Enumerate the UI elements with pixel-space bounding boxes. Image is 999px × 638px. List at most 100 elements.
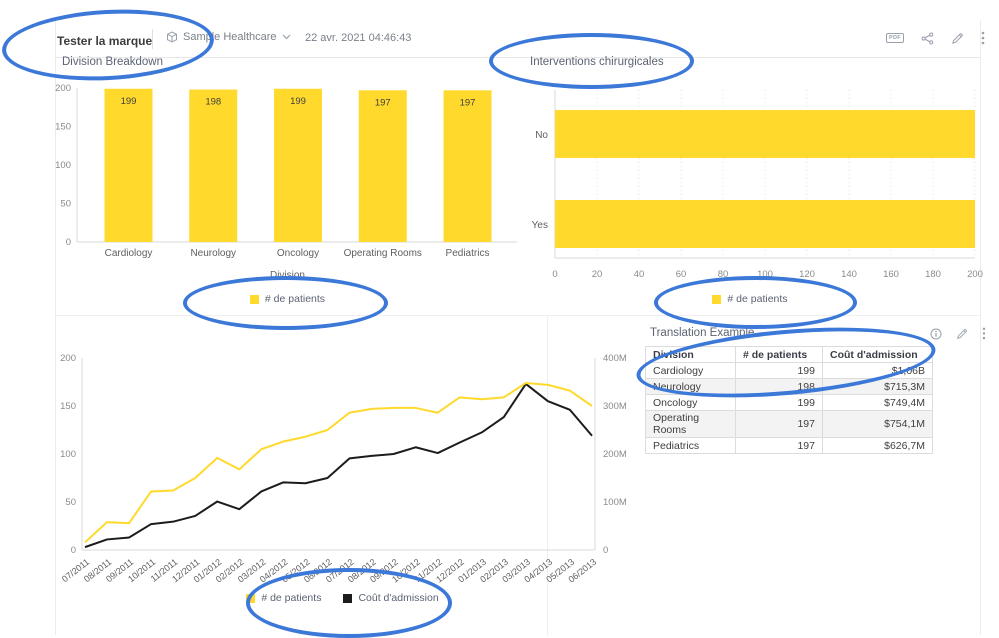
table-cell: $626,7M (822, 437, 933, 454)
timestamp-text: 22 avr. 2021 04:46:43 (305, 32, 412, 44)
bar-operating-rooms[interactable] (358, 90, 407, 242)
table-row: Oncology 199 $749,4M (645, 394, 933, 411)
panel-right-border (980, 20, 981, 635)
svg-text:40: 40 (634, 269, 645, 280)
table-cell: 199 (735, 394, 823, 411)
table-cell: 199 (735, 362, 823, 379)
bar-no[interactable] (555, 110, 975, 158)
table-row: Operating Rooms 197 $754,1M (645, 410, 933, 438)
more-options-icon[interactable] (981, 31, 985, 45)
svg-text:199: 199 (290, 96, 306, 107)
svg-text:0: 0 (603, 545, 608, 556)
edit-icon[interactable] (956, 328, 968, 340)
table-cell: Operating Rooms (645, 410, 736, 438)
edit-icon[interactable] (951, 32, 964, 45)
svg-text:200: 200 (967, 269, 983, 280)
dashboard-timestamp: 22 avr. 2021 04:46:43 (305, 32, 411, 44)
bar-yes[interactable] (555, 200, 975, 248)
svg-text:199: 199 (121, 96, 137, 107)
legend-swatch-yellow (712, 294, 722, 304)
svg-text:300M: 300M (603, 401, 627, 412)
table-cell: 197 (735, 410, 823, 438)
svg-text:160: 160 (883, 269, 899, 280)
header-divider (55, 57, 981, 58)
bar-cardiology[interactable] (104, 88, 153, 242)
column-header-division[interactable]: Division (645, 346, 736, 363)
share-icon[interactable] (921, 32, 934, 45)
table-cell: 198 (735, 378, 823, 395)
svg-text:80: 80 (718, 269, 729, 280)
svg-text:Cardiology: Cardiology (105, 248, 153, 259)
info-icon[interactable] (930, 328, 942, 340)
line-series-patients[interactable] (84, 381, 593, 544)
svg-text:20: 20 (592, 269, 603, 280)
svg-text:100M: 100M (603, 497, 627, 508)
panel-left-border (55, 20, 56, 635)
table-header-row: Division # de patients Coût d'admission (645, 346, 933, 363)
legend-label: # de patients (264, 293, 326, 305)
svg-text:0: 0 (552, 269, 557, 280)
legend-swatch-yellow (246, 593, 256, 603)
svg-text:60: 60 (676, 269, 687, 280)
legend-swatch-yellow (249, 294, 259, 304)
table-cell: $749,4M (822, 394, 933, 411)
svg-text:0: 0 (71, 545, 76, 556)
header-separator (152, 29, 153, 49)
svg-text:200: 200 (55, 83, 71, 94)
svg-text:100: 100 (55, 160, 71, 171)
legend-item-patients[interactable]: # de patients (249, 293, 326, 305)
svg-text:100: 100 (757, 269, 773, 280)
legend-label: Coût d'admission (358, 592, 439, 604)
svg-text:No: No (535, 130, 548, 141)
legend-label: # de patients (727, 293, 788, 305)
dashboard-title: Tester la marque (57, 32, 152, 50)
svg-text:150: 150 (60, 401, 76, 412)
column-header-patients[interactable]: # de patients (735, 346, 823, 363)
trend-chart: 0501001502000100M200M300M400M07/201108/2… (60, 353, 627, 585)
svg-text:50: 50 (60, 199, 71, 210)
chevron-down-icon (282, 34, 290, 40)
svg-text:Oncology: Oncology (277, 248, 319, 259)
dashboard-title-text: Tester la marque (57, 34, 153, 48)
bar-neurology[interactable] (189, 89, 238, 242)
svg-text:120: 120 (799, 269, 815, 280)
division-breakdown-chart: 0 50 100 150 200 199 Cardiology 198 Neurology 199… (55, 83, 517, 259)
legend-item-patients[interactable]: # de patients (246, 592, 321, 604)
legend-item-patients[interactable]: # de patients (712, 293, 788, 305)
legend-item-cost[interactable]: Coût d'admission (343, 592, 439, 604)
table-cell: Cardiology (645, 362, 736, 379)
svg-text:Operating Rooms: Operating Rooms (344, 248, 422, 259)
table-cell: Oncology (645, 394, 736, 411)
table-cell: Neurology (645, 378, 736, 395)
table-cell: Pediatrics (645, 437, 736, 454)
svg-text:200: 200 (60, 353, 76, 364)
bar-pediatrics[interactable] (443, 90, 492, 242)
column-header-cost[interactable]: Coût d'admission (822, 346, 933, 363)
dataset-selector[interactable]: Sample Healthcare (166, 31, 291, 43)
svg-text:Yes: Yes (532, 220, 548, 231)
table-row: Neurology 198 $715,3M (645, 378, 933, 395)
interventions-legend: # de patients (520, 293, 980, 305)
table-row: Pediatrics 197 $626,7M (645, 437, 933, 454)
division-legend: # de patients (55, 293, 520, 305)
svg-text:Pediatrics: Pediatrics (446, 248, 490, 259)
svg-text:200M: 200M (603, 449, 627, 460)
interventions-chart: 0 20 40 60 80 100 120 140 160 180 200 No Yes (532, 90, 983, 280)
svg-text:197: 197 (375, 97, 391, 108)
svg-text:400M: 400M (603, 353, 627, 364)
svg-text:180: 180 (925, 269, 941, 280)
table-cell: $754,1M (822, 410, 933, 438)
column-divider (547, 315, 548, 635)
svg-text:Neurology: Neurology (190, 248, 236, 259)
table-cell: $715,3M (822, 378, 933, 395)
interventions-title: Interventions chirurgicales (530, 56, 664, 68)
translation-example-title: Translation Example (650, 327, 755, 339)
cube-icon (167, 31, 177, 43)
pdf-export-icon[interactable]: PDF (886, 33, 904, 43)
table-row: Cardiology 199 $1,06B (645, 362, 933, 379)
more-options-icon[interactable] (982, 327, 986, 340)
table-toolbar (930, 327, 986, 340)
line-series-cost[interactable] (84, 382, 593, 549)
bar-oncology[interactable] (274, 88, 322, 242)
trend-legend: # de patients Coût d'admission (55, 592, 630, 604)
